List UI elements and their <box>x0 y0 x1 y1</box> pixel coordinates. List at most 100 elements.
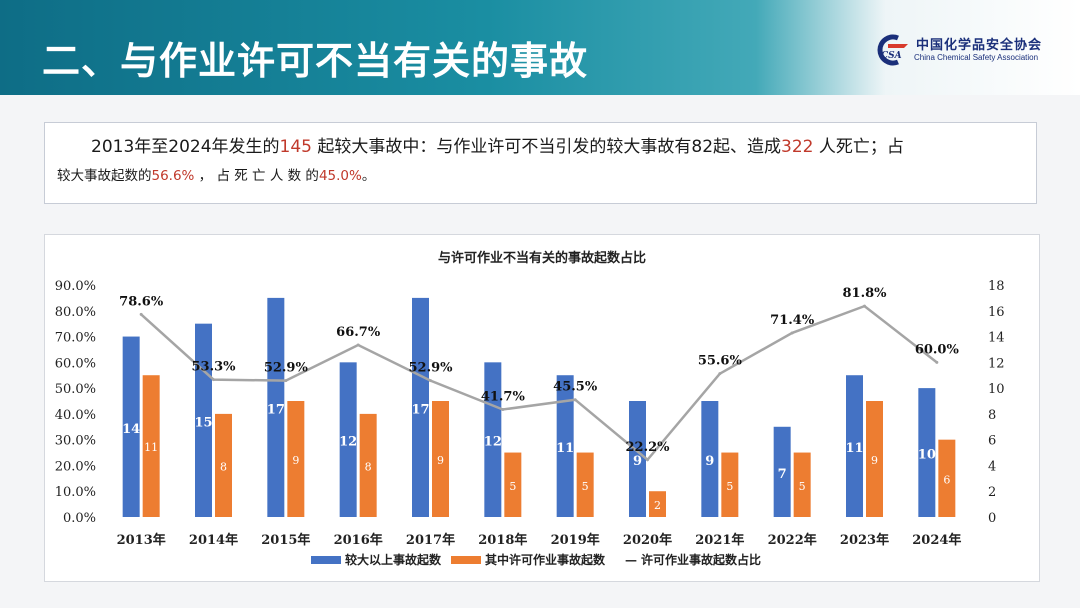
right-axis-tick-label: 8 <box>988 408 996 423</box>
ratio-data-label: 60.0% <box>915 342 960 357</box>
bar-total-data-label: 11 <box>845 441 863 456</box>
ratio-data-label: 55.6% <box>698 354 743 369</box>
bar-permit-data-label: 8 <box>365 460 372 473</box>
left-axis-tick-label: 70.0% <box>55 331 96 346</box>
left-axis-tick-label: 80.0% <box>55 305 96 320</box>
svg-text:CSA: CSA <box>881 51 902 61</box>
right-axis-tick-label: 10 <box>988 382 1005 397</box>
x-axis-category-label: 2015年 <box>261 532 310 548</box>
bar-total-data-label: 17 <box>267 402 285 417</box>
ratio-data-label: 66.7% <box>336 325 381 340</box>
ratio-line <box>140 304 938 462</box>
bar-permit-data-label: 9 <box>437 454 444 467</box>
ratio-point <box>573 398 577 402</box>
association-logo: CSA 中国化学品安全协会 China Chemical Safety Asso… <box>868 32 1068 72</box>
bar-permit-data-label: 11 <box>144 441 158 454</box>
bar-total <box>556 375 574 517</box>
bar-permit <box>721 452 739 517</box>
bar-total-data-label: 11 <box>556 441 574 456</box>
bar-permit-data-label: 9 <box>292 454 299 467</box>
summary-text: 2013年至2024年发生的 <box>91 137 280 157</box>
x-axis-category-label: 2013年 <box>117 532 166 548</box>
right-axis-tick-label: 14 <box>988 331 1005 346</box>
legend-separator: — <box>625 553 637 567</box>
ratio-data-label: 81.8% <box>842 286 887 301</box>
bar-total-data-label: 9 <box>705 454 714 469</box>
bar-total-data-label: 9 <box>633 454 642 469</box>
legend-swatch-total <box>311 556 341 564</box>
legend-label-ratio: 许可作业事故起数占比 <box>641 552 761 567</box>
x-axis-category-label: 2017年 <box>406 532 455 548</box>
bar-permit <box>432 401 449 517</box>
ratio-point <box>139 312 143 316</box>
left-axis-tick-label: 0.0% <box>63 511 96 526</box>
summary-line-2: 较大事故起数的56.6% ， 占 死 亡 人 数 的45.0%。 <box>57 161 1024 191</box>
x-axis-category-label: 2022年 <box>768 532 817 548</box>
left-axis-tick-label: 90.0% <box>55 279 96 294</box>
bar-permit <box>359 413 377 517</box>
summary-text: 。 <box>361 168 376 184</box>
ratio-data-label: 71.4% <box>770 313 815 328</box>
bar-permit-data-label: 5 <box>582 480 589 493</box>
x-axis-category-label: 2014年 <box>189 532 238 548</box>
summary-text: 较大事故起数的 <box>57 168 152 184</box>
logo-cn-text: 中国化学品安全协会 <box>916 38 1043 53</box>
bar-total <box>629 401 646 517</box>
page-title: 二、与作业许可不当有关的事故 <box>42 39 589 83</box>
bar-permit <box>649 491 666 517</box>
header-banner: 二、与作业许可不当有关的事故 CSA 中国化学品安全协会 China Chemi… <box>0 0 1080 95</box>
ratio-data-label: 52.9% <box>264 361 309 376</box>
bar-total <box>339 362 357 517</box>
bar-total-data-label: 10 <box>918 448 936 463</box>
bar-total-data-label: 14 <box>122 422 140 437</box>
bar-permit-data-label: 5 <box>799 480 806 493</box>
x-axis-category-label: 2016年 <box>334 532 383 548</box>
bar-permit <box>287 401 305 517</box>
bar-total-data-label: 12 <box>484 435 502 450</box>
ratio-data-label: 45.5% <box>553 380 598 395</box>
right-axis-tick-label: 0 <box>988 511 996 526</box>
bar-permit-data-label: 8 <box>220 460 227 473</box>
summary-text: 起较大事故中：与作业许可不当引发的较大事故有82起、造成 <box>311 137 782 157</box>
ratio-point <box>212 378 215 382</box>
bar-total <box>773 426 791 517</box>
left-axis-tick-label: 20.0% <box>55 459 96 474</box>
legend-swatch-permit <box>451 556 481 564</box>
left-axis-tick-label: 40.0% <box>55 408 96 423</box>
x-axis-category-label: 2023年 <box>840 532 889 548</box>
right-axis-tick-label: 18 <box>988 279 1005 294</box>
bar-total <box>195 323 212 517</box>
ratio-data-label: 52.9% <box>408 361 453 376</box>
legend-label-permit: 其中许可作业事故起数 <box>485 552 606 567</box>
right-axis-tick-label: 2 <box>988 485 996 500</box>
bar-total-data-label: 17 <box>411 402 429 417</box>
left-axis-tick-label: 30.0% <box>55 434 96 449</box>
x-axis-category-label: 2020年 <box>623 532 672 548</box>
bar-total-data-label: 12 <box>339 435 357 450</box>
bar-total-data-label: 15 <box>194 415 212 430</box>
ratio-point <box>356 343 360 347</box>
ratio-point <box>718 372 722 376</box>
summary-text: 人死亡；占 <box>813 137 904 157</box>
bar-permit-data-label: 5 <box>726 480 733 493</box>
right-axis-tick-label: 6 <box>988 434 996 449</box>
ratio-point <box>863 304 866 308</box>
bar-permit <box>142 375 160 517</box>
x-axis-category-label: 2024年 <box>912 532 961 548</box>
chart-title: 与许可作业不当有关的事故起数占比 <box>438 250 646 266</box>
summary-line-1: 2013年至2024年发生的145 起较大事故中：与作业许可不当引发的较大事故有… <box>57 133 1024 161</box>
left-axis-tick-label: 60.0% <box>55 356 96 371</box>
ratio-data-label: 78.6% <box>119 294 164 309</box>
left-axis-tick-label: 10.0% <box>55 485 96 500</box>
right-axis-tick-label: 12 <box>988 356 1005 371</box>
ratio-point <box>284 379 288 383</box>
bar-total <box>918 388 936 517</box>
ratio-point <box>790 331 794 335</box>
death-share-value: 45.0% <box>318 168 362 184</box>
bar-permit-data-label: 5 <box>509 480 516 493</box>
csa-logo-icon: CSA <box>877 34 908 66</box>
ratio-point <box>429 379 432 383</box>
total-accidents-value: 145 <box>279 137 312 157</box>
ratio-data-label: 22.2% <box>625 440 670 455</box>
ratio-data-label: 53.3% <box>191 360 236 375</box>
